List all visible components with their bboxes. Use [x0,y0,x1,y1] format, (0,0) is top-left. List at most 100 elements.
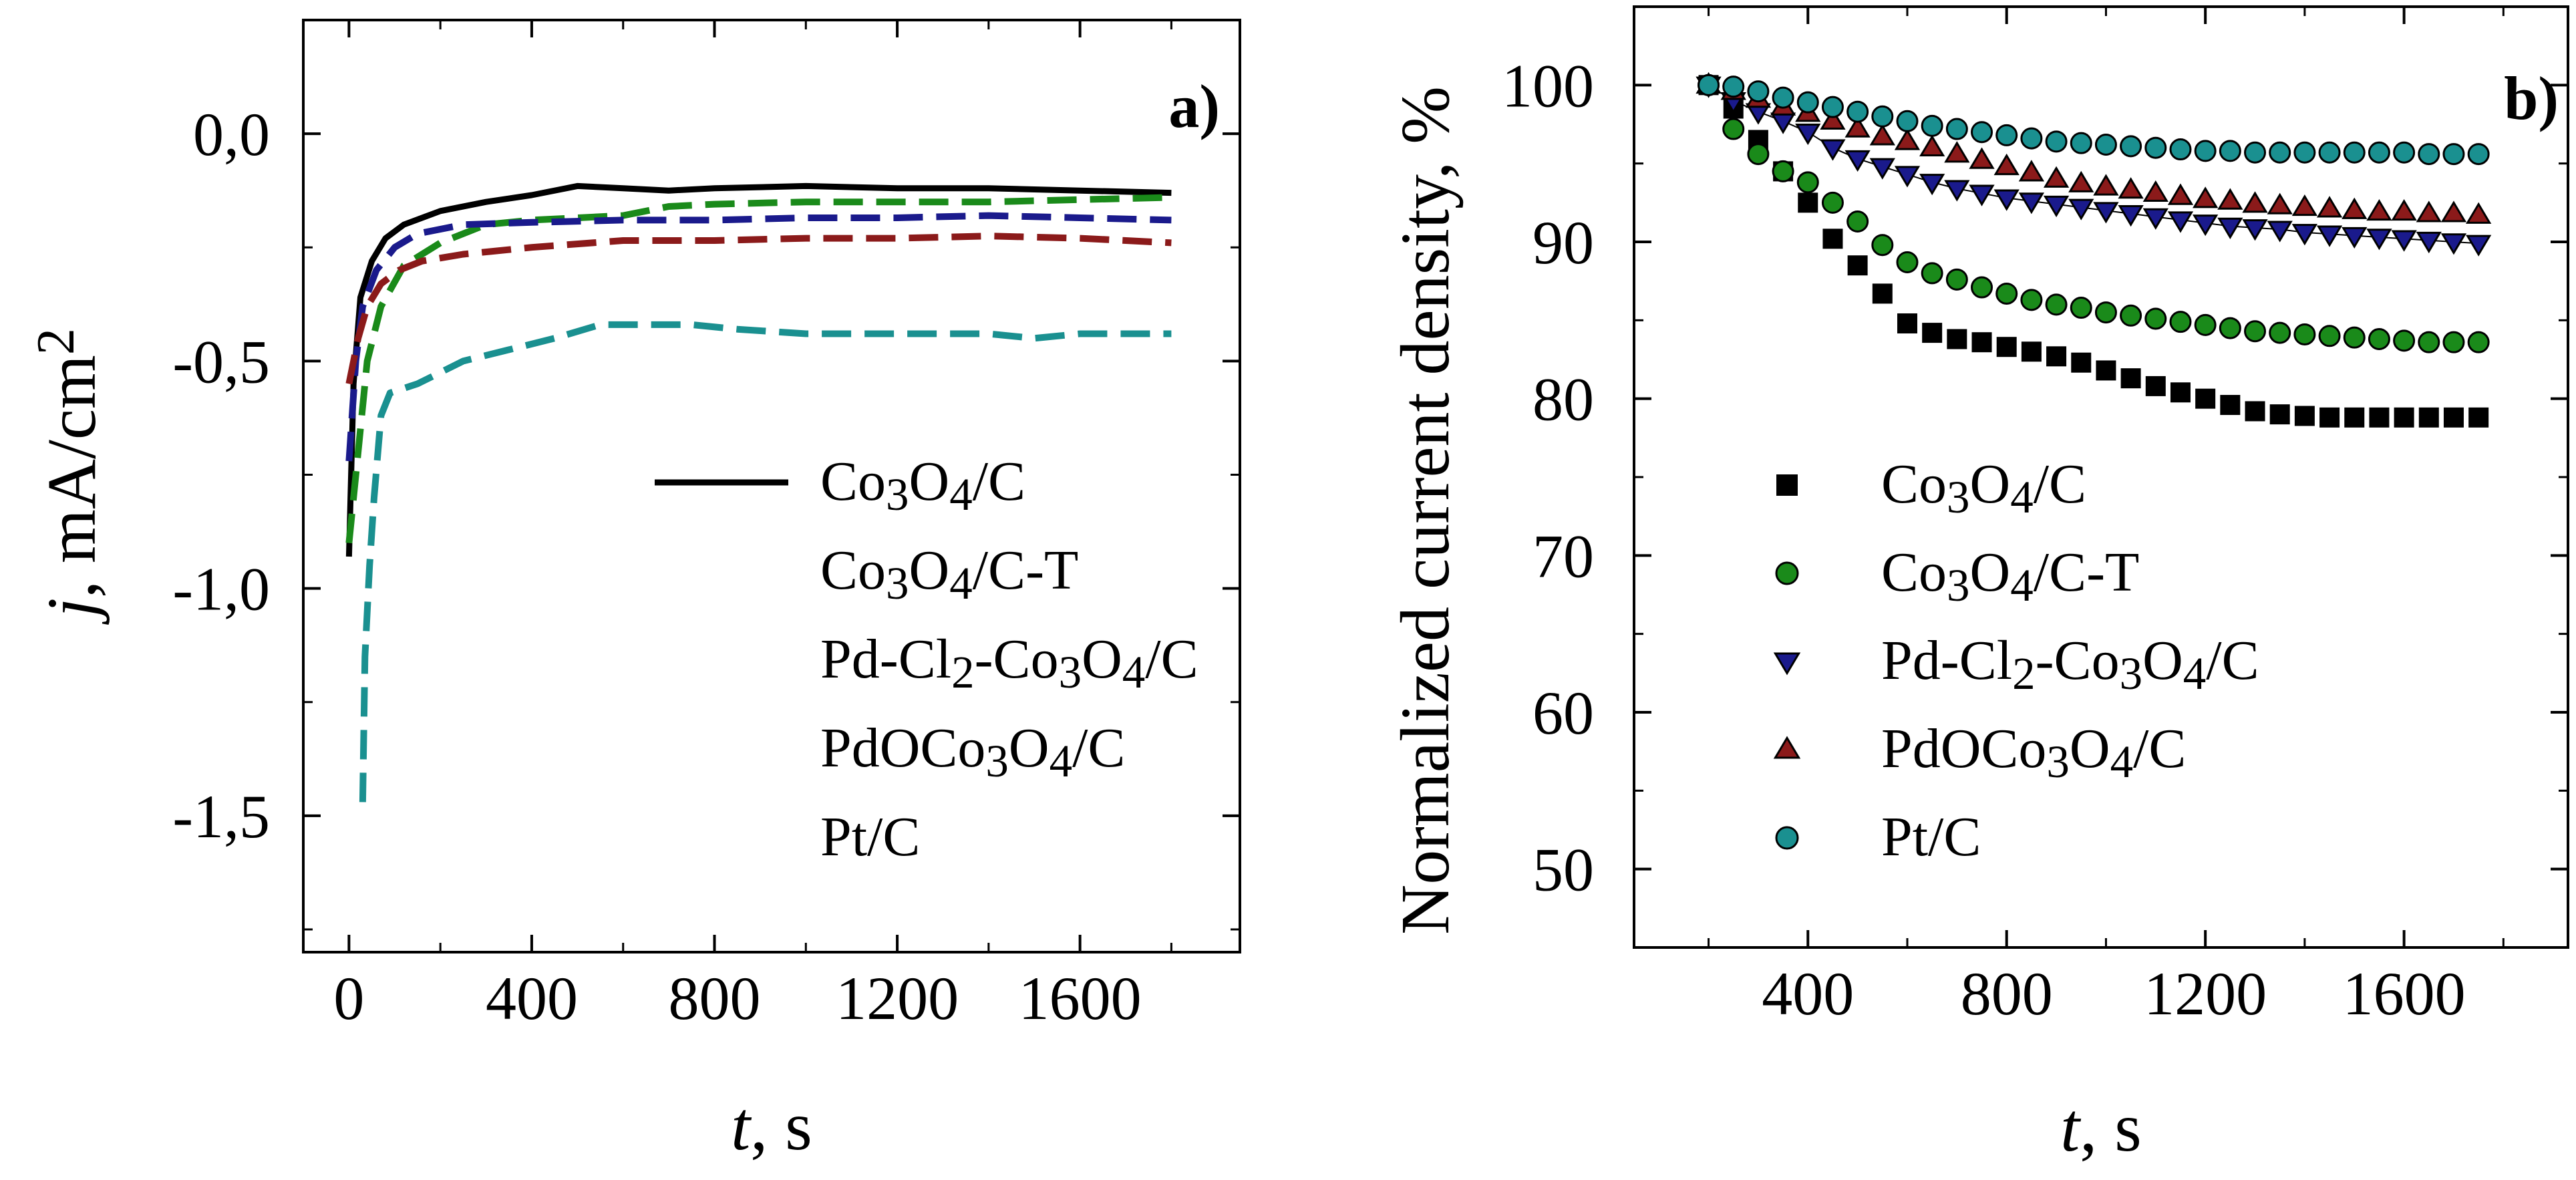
y-tick-label: 90 [1533,208,1594,277]
panel-b-tag: b) [2504,64,2559,132]
data-point-s3-30 [2440,200,2467,223]
data-point-s1-11 [1971,276,1993,299]
data-point-s3-8 [1894,128,1921,150]
data-point-s1-16 [2094,301,2117,324]
data-point-s1-28 [2393,329,2416,352]
data-point-s2-23 [2267,220,2293,243]
data-point-s4-12 [1995,124,2018,146]
data-point-s2-5 [1820,139,1846,161]
data-point-s3-28 [2391,198,2417,221]
y-tick-label: 50 [1533,836,1594,904]
data-point-s4-27 [2368,141,2390,164]
x-axis-unit: , s [2080,1089,2141,1166]
data-point-s4-7 [1871,105,1894,128]
data-point-s4-5 [1821,96,1844,118]
data-point-s0-14 [2046,346,2067,367]
y-tick-label: -1,0 [172,555,270,623]
data-point-s0-4 [1798,192,1818,213]
legend-label-1: Co3O4/C-T [820,539,1078,609]
data-point-s0-25 [2319,407,2340,428]
panel-a-frame [302,19,1241,953]
x-tick-label: 400 [1762,960,1854,1028]
x-axis-label: t, s [731,1088,812,1165]
data-point-s4-20 [2194,140,2217,162]
data-point-s4-26 [2343,141,2366,164]
data-point-s1-23 [2269,321,2291,344]
data-point-s2-13 [2018,192,2045,214]
data-point-s2-24 [2291,224,2318,246]
data-point-s0-19 [2170,382,2191,403]
x-tick-label: 400 [486,964,578,1032]
data-point-s3-17 [2118,177,2144,199]
data-point-s4-29 [2418,143,2440,166]
y-tick-label: 100 [1502,51,1594,120]
data-point-s2-9 [1919,174,1945,196]
data-point-s4-4 [1796,91,1819,114]
x-axis-label: t, s [2060,1089,2141,1166]
data-point-s2-6 [1844,150,1871,172]
data-point-s1-14 [2045,293,2068,316]
data-point-s2-7 [1869,158,1895,180]
data-point-s4-10 [1945,118,1968,140]
data-point-s0-27 [2369,407,2390,428]
legend-label-0: Co3O4/C [820,450,1025,520]
data-point-s0-13 [2021,341,2042,362]
data-point-s0-10 [1947,329,1967,349]
y-tick-label: 60 [1533,679,1594,747]
data-point-s0-11 [1971,332,1992,353]
x-axis-unit: , s [750,1088,812,1165]
data-point-s0-9 [1922,323,1943,343]
data-point-s2-11 [1969,184,1995,206]
data-point-s1-27 [2368,327,2390,350]
y-axis-var: j [33,598,110,625]
data-point-s3-12 [1993,153,2020,176]
data-point-s1-25 [2318,325,2341,347]
data-point-s1-24 [2293,323,2316,345]
legend-label-3: PdOCo3O4/C [820,717,1125,786]
data-point-s3-20 [2193,186,2219,208]
data-point-s2-8 [1894,166,1921,188]
data-point-s0-8 [1897,313,1917,334]
data-point-s3-10 [1944,141,1970,163]
data-point-s1-21 [2219,317,2241,339]
legend-marker-2 [1773,652,1801,676]
data-point-s3-31 [2466,202,2492,224]
x-tick-label: 1600 [2343,960,2466,1028]
series-line-1 [345,194,1172,544]
legend-marker-1 [1775,561,1799,585]
data-point-s4-2 [1747,80,1770,103]
data-point-s0-12 [1996,337,2017,357]
data-point-s1-4 [1796,171,1819,194]
series-line-4 [359,321,1172,802]
data-point-s2-22 [2242,219,2268,241]
data-point-s0-26 [2344,407,2365,428]
data-point-s0-5 [1822,229,1843,249]
data-point-s2-29 [2416,231,2442,254]
data-point-s1-31 [2467,331,2490,353]
data-point-s1-9 [1921,262,1943,285]
data-point-s3-23 [2267,192,2293,214]
data-point-s3-26 [2342,197,2368,219]
data-point-s3-29 [2416,200,2442,223]
series-line-3 [345,233,1172,385]
data-point-s4-8 [1896,110,1919,132]
data-point-s3-27 [2366,198,2392,221]
data-point-s4-9 [1921,114,1943,137]
x-tick-label: 1600 [1019,964,1142,1032]
data-point-s4-21 [2219,140,2241,162]
x-tick-label: 800 [1961,960,2053,1028]
data-point-s1-13 [2020,289,2043,311]
data-point-s0-17 [2120,368,2141,389]
data-point-s1-2 [1747,143,1770,166]
data-point-s4-14 [2045,130,2068,153]
data-point-s2-19 [2167,211,2194,233]
data-point-s0-22 [2245,401,2265,422]
data-point-s2-12 [1993,189,2020,211]
panel-a-tag: a) [1168,72,1220,140]
data-point-s1-19 [2169,311,2192,333]
data-point-s0-29 [2418,407,2439,428]
data-point-s0-7 [1872,283,1893,304]
legend-label-4: Pt/C [820,806,920,868]
legend-marker-3 [1773,736,1801,759]
data-point-s4-23 [2269,141,2291,164]
